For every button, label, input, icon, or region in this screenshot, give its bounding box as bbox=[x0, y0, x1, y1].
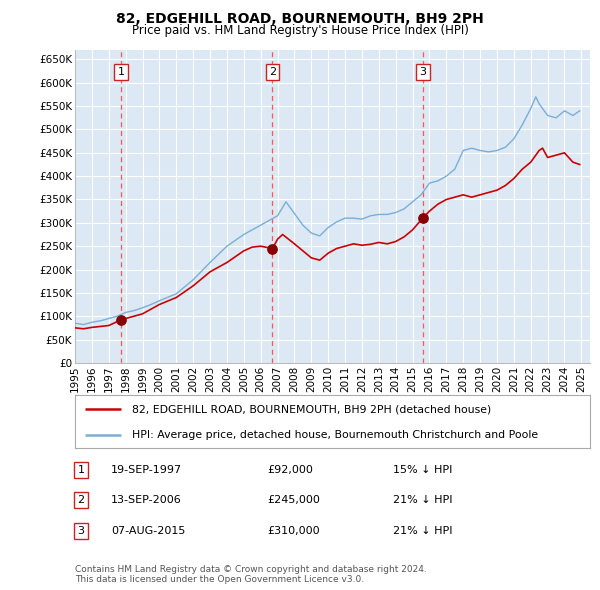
Text: 2: 2 bbox=[77, 496, 85, 505]
Text: Contains HM Land Registry data © Crown copyright and database right 2024.
This d: Contains HM Land Registry data © Crown c… bbox=[75, 565, 427, 584]
Text: 15% ↓ HPI: 15% ↓ HPI bbox=[393, 465, 452, 474]
Text: 3: 3 bbox=[77, 526, 85, 536]
Point bbox=[418, 214, 428, 223]
Text: £92,000: £92,000 bbox=[267, 465, 313, 474]
Point bbox=[116, 315, 126, 324]
Text: £245,000: £245,000 bbox=[267, 496, 320, 505]
Text: £310,000: £310,000 bbox=[267, 526, 320, 536]
Text: 1: 1 bbox=[77, 465, 85, 474]
Text: 82, EDGEHILL ROAD, BOURNEMOUTH, BH9 2PH (detached house): 82, EDGEHILL ROAD, BOURNEMOUTH, BH9 2PH … bbox=[131, 404, 491, 414]
Text: 3: 3 bbox=[419, 67, 426, 77]
Text: 21% ↓ HPI: 21% ↓ HPI bbox=[393, 496, 452, 505]
Text: 82, EDGEHILL ROAD, BOURNEMOUTH, BH9 2PH: 82, EDGEHILL ROAD, BOURNEMOUTH, BH9 2PH bbox=[116, 12, 484, 26]
Text: 1: 1 bbox=[118, 67, 124, 77]
Text: 21% ↓ HPI: 21% ↓ HPI bbox=[393, 526, 452, 536]
Text: 07-AUG-2015: 07-AUG-2015 bbox=[111, 526, 185, 536]
Text: 13-SEP-2006: 13-SEP-2006 bbox=[111, 496, 182, 505]
Text: Price paid vs. HM Land Registry's House Price Index (HPI): Price paid vs. HM Land Registry's House … bbox=[131, 24, 469, 37]
Text: 2: 2 bbox=[269, 67, 276, 77]
Text: 19-SEP-1997: 19-SEP-1997 bbox=[111, 465, 182, 474]
Point bbox=[268, 244, 277, 253]
Text: HPI: Average price, detached house, Bournemouth Christchurch and Poole: HPI: Average price, detached house, Bour… bbox=[131, 430, 538, 440]
